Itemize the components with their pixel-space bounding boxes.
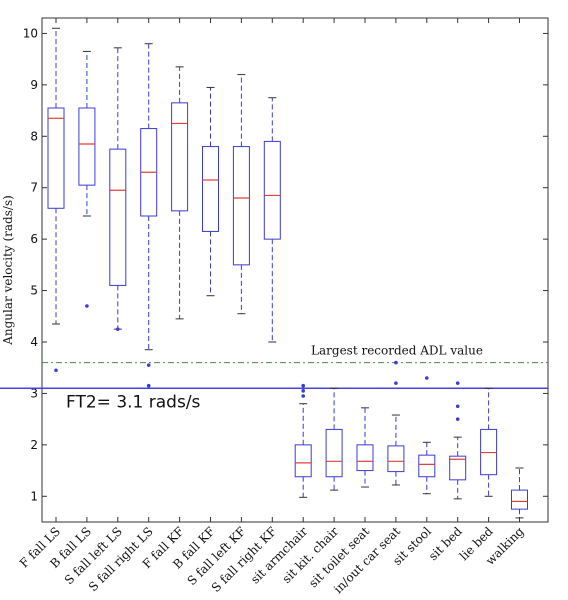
box-iqr [109,148,127,286]
box-iqr [449,455,467,481]
outlier-point [455,417,460,421]
outlier-point [85,304,89,308]
outlier-point [146,363,151,367]
y-tick-label: 3 [30,386,38,400]
y-tick-label: 4 [30,335,38,349]
box-iqr [263,140,281,240]
box-iqr [232,146,250,266]
box-iqr [356,444,374,472]
y-tick-label: 10 [23,26,38,40]
box-5 [171,66,189,320]
box-iqr [511,489,528,510]
box-iqr [78,107,96,186]
outlier-point [394,381,398,385]
box-9 [294,383,312,498]
box-iqr [171,102,189,212]
box-1 [47,27,65,373]
outlier-point [54,368,58,373]
box-8 [263,97,281,343]
box-3 [109,47,127,331]
x-category-label: sit bed [426,524,465,563]
outlier-point [301,389,306,393]
box-13 [418,376,436,495]
box-15 [480,387,498,497]
outlier-point [425,376,429,380]
adl-annotation: Largest recorded ADL value [311,344,483,358]
box-4 [140,43,158,388]
box-iqr [418,454,436,478]
box-12 [387,360,405,486]
box-iqr [294,444,312,478]
outlier-point [301,394,306,398]
y-axis: 1 2 3 4 5 6 7 8 9 10 [23,26,548,503]
y-tick-label: 6 [30,232,38,246]
outlier-point [146,383,151,388]
y-tick-label: 5 [30,284,38,298]
box-16 [511,467,528,519]
y-tick-label: 9 [30,78,38,92]
box-series [47,27,528,519]
y-tick-label: 7 [30,181,38,195]
y-tick-label: 8 [30,129,38,143]
box-7 [232,74,250,315]
ft2-annotation: FT2= 3.1 rads/s [66,392,201,412]
box-2 [78,50,96,308]
outlier-point [455,404,460,409]
box-iqr [47,107,65,209]
y-tick-label: 2 [30,438,38,452]
box-10 [325,387,343,491]
box-iqr [325,428,343,478]
outlier-point [116,327,120,331]
box-iqr [202,146,219,232]
y-tick-label: 1 [30,489,38,503]
outlier-point [455,381,460,385]
box-11 [356,407,374,488]
outlier-point [394,360,398,365]
box-6 [202,86,219,297]
plot-frame [41,17,549,523]
box-14 [449,381,467,500]
box-iqr [387,445,405,473]
outlier-point [301,383,306,388]
y-axis-label: Angular velocity (rads/s) [1,195,15,346]
